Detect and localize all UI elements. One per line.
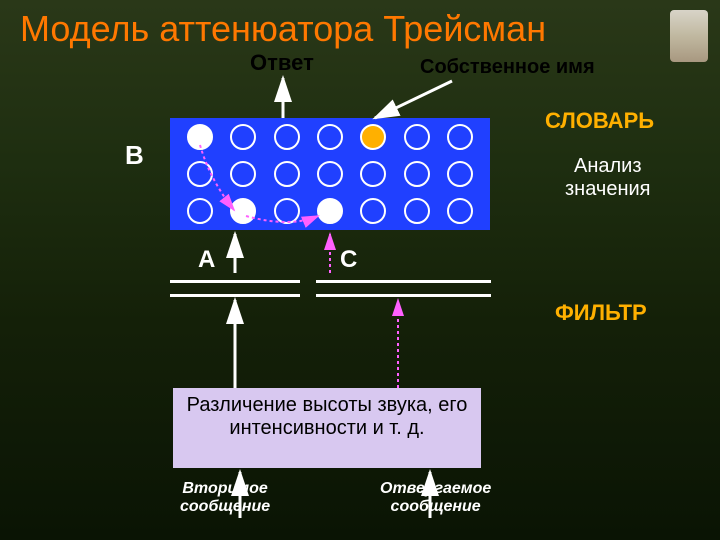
dict-circle [187, 198, 213, 224]
filter-bar [316, 294, 491, 297]
dict-circle [274, 198, 300, 224]
filter-bar [170, 294, 300, 297]
label-rejected-msg: Отвергаемое сообщение [380, 480, 491, 517]
filter-bar [316, 280, 491, 283]
label-dictionary: СЛОВАРЬ [545, 108, 654, 134]
dict-circle [404, 161, 430, 187]
dict-circle [230, 161, 256, 187]
dict-circle [317, 198, 343, 224]
page-title: Модель аттенюатора Трейсман [0, 0, 720, 50]
label-analysis: Анализ значения [565, 155, 651, 201]
label-own-name: Собственное имя [420, 56, 595, 79]
dict-circle [360, 198, 386, 224]
dict-circle [317, 124, 343, 150]
dict-row-2 [170, 155, 490, 192]
dict-circle [317, 161, 343, 187]
dict-circle [360, 161, 386, 187]
dict-circle [230, 124, 256, 150]
filter-bar [170, 280, 300, 283]
dict-circle [404, 124, 430, 150]
dict-circle [230, 198, 256, 224]
discrimination-box: Различение высоты звука, его интенсивнос… [173, 388, 481, 468]
dict-row-1 [170, 118, 490, 155]
dict-circle [360, 124, 386, 150]
label-B: B [125, 140, 144, 171]
dict-circle [274, 161, 300, 187]
dict-circle [274, 124, 300, 150]
dict-circle [187, 161, 213, 187]
dict-circle [404, 198, 430, 224]
dict-circle [447, 161, 473, 187]
dict-circle [187, 124, 213, 150]
dict-circle [447, 198, 473, 224]
label-answer: Ответ [250, 50, 314, 76]
label-A: A [198, 246, 215, 274]
dict-row-3 [170, 193, 490, 230]
dictionary-box [170, 118, 490, 230]
label-attended-msg: Вторимое сообщение [180, 480, 270, 517]
person-image [670, 10, 708, 62]
dict-circle [447, 124, 473, 150]
discrimination-text: Различение высоты звука, его интенсивнос… [187, 394, 468, 439]
label-C: C [340, 246, 357, 274]
label-filter: ФИЛЬТР [555, 300, 647, 326]
